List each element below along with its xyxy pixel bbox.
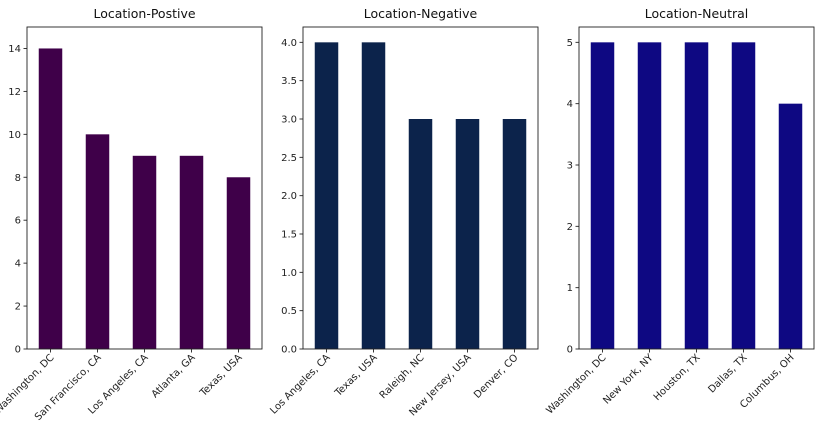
bar bbox=[502, 119, 527, 349]
y-tick-label: 1.5 bbox=[281, 230, 297, 241]
y-tick-label: 10 bbox=[8, 130, 21, 141]
y-tick-label: 0 bbox=[567, 345, 573, 356]
x-tick-label: Dallas, TX bbox=[706, 352, 749, 395]
y-tick-label: 2 bbox=[15, 302, 21, 313]
x-tick-label: Atlanta, GA bbox=[150, 352, 198, 400]
bar bbox=[590, 42, 615, 349]
bar bbox=[684, 42, 709, 349]
x-tick-label: New York, NY bbox=[601, 352, 656, 407]
y-tick-label: 3 bbox=[567, 161, 573, 172]
y-tick-label: 3.0 bbox=[281, 115, 297, 126]
x-tick-label: Raleigh, NC bbox=[378, 352, 427, 401]
y-tick-label: 2.5 bbox=[281, 153, 297, 164]
bar bbox=[455, 119, 480, 349]
bar bbox=[132, 155, 157, 349]
y-tick-label: 0.5 bbox=[281, 306, 297, 317]
y-tick-label: 6 bbox=[15, 216, 21, 227]
chart-title: Location-Neutral bbox=[645, 6, 749, 21]
y-tick-label: 12 bbox=[8, 87, 21, 98]
y-tick-label: 0 bbox=[15, 345, 21, 356]
bar bbox=[731, 42, 756, 349]
bar bbox=[85, 134, 110, 349]
y-tick-label: 2.0 bbox=[281, 191, 297, 202]
y-tick-label: 4 bbox=[15, 259, 21, 270]
y-tick-label: 4 bbox=[567, 99, 573, 110]
y-tick-label: 5 bbox=[567, 38, 573, 49]
x-tick-label: Houston, TX bbox=[652, 352, 703, 403]
x-tick-label: Washington, DC bbox=[544, 352, 608, 416]
chart-title: Location-Negative bbox=[364, 6, 478, 21]
x-tick-label: Texas, USA bbox=[197, 352, 244, 399]
bar bbox=[361, 42, 386, 349]
chart-panel-2: Location-Negative 0.0 0.5 1.0 1.5 2.0 2.5 3.0 3.… bbox=[268, 6, 539, 418]
bar bbox=[179, 155, 204, 349]
y-tick-label: 0.0 bbox=[281, 345, 297, 356]
bar bbox=[314, 42, 339, 349]
y-tick-label: 4.0 bbox=[281, 38, 297, 49]
bar bbox=[38, 48, 63, 349]
chart-title: Location-Postive bbox=[93, 6, 195, 21]
bar bbox=[637, 42, 662, 349]
y-tick-label: 1 bbox=[567, 283, 573, 294]
x-tick-label: Denver, CO bbox=[472, 352, 521, 401]
x-tick-label: Texas, USA bbox=[332, 352, 379, 399]
y-tick-label: 14 bbox=[8, 44, 21, 55]
bar bbox=[226, 177, 251, 349]
y-tick-label: 1.0 bbox=[281, 268, 297, 279]
x-tick-label: Los Angeles, CA bbox=[268, 352, 332, 416]
y-tick-label: 8 bbox=[15, 173, 21, 184]
bar bbox=[778, 103, 803, 350]
bar bbox=[408, 119, 433, 349]
y-tick-label: 2 bbox=[567, 222, 573, 233]
chart-panel-3: Location-Neutral 0 1 2 3 4 5 Washington, DCNew … bbox=[544, 6, 815, 417]
y-tick-label: 3.5 bbox=[281, 76, 297, 87]
